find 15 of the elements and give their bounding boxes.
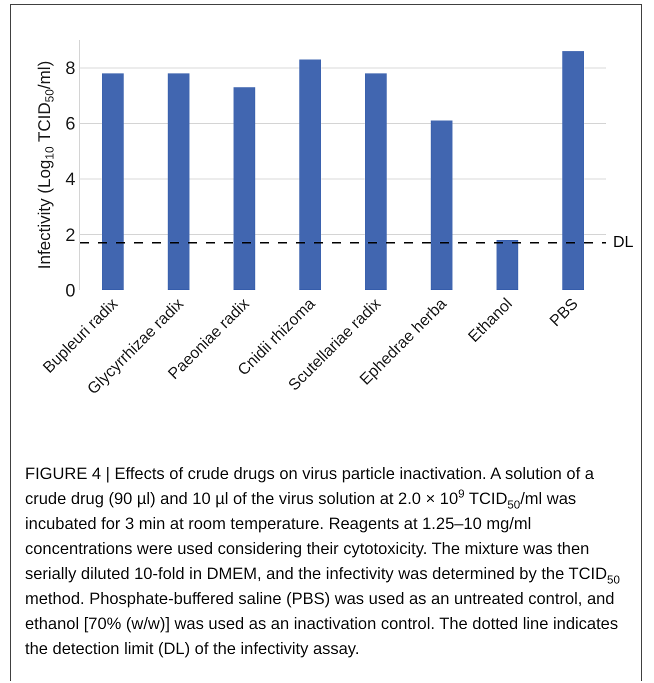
y-tick-label: 8	[65, 58, 76, 78]
ref-line-label: DL	[613, 234, 634, 251]
bar	[299, 59, 321, 290]
bar	[234, 87, 256, 290]
y-tick-label: 6	[65, 114, 76, 134]
y-tick-label: 2	[65, 224, 76, 245]
bar	[496, 240, 518, 290]
bar	[102, 73, 124, 290]
bar	[430, 120, 452, 290]
bar	[168, 73, 190, 290]
bar	[365, 73, 387, 290]
y-tick-label: 0	[65, 280, 76, 300]
text: FIGURE 4 | Effects of crude drugs on virus particle inactivation. A solution of a crude drug (90 µl) and 10 µl of the virus solution at 2.0 × 10$^{9}$ TCID$_{50}$/ml was incubated for 3 min at room temperature. Reagents at 1.25–10 mg/ml concentrations were used considering their cytotoxicity. The mixture was then serially diluted 10-fold in DMEM, and the infectivity was determined by the TCID$_{50}$ method. Phosphate-buffered saline (PBS) was used as an untreated control, and ethanol [70% (w/w)] was used as an inactivation control. The dotted line indicates the detection limit (DL) of the infectivity assay.	[25, 465, 620, 658]
bar	[562, 51, 584, 290]
y-tick-label: 4	[65, 169, 76, 190]
